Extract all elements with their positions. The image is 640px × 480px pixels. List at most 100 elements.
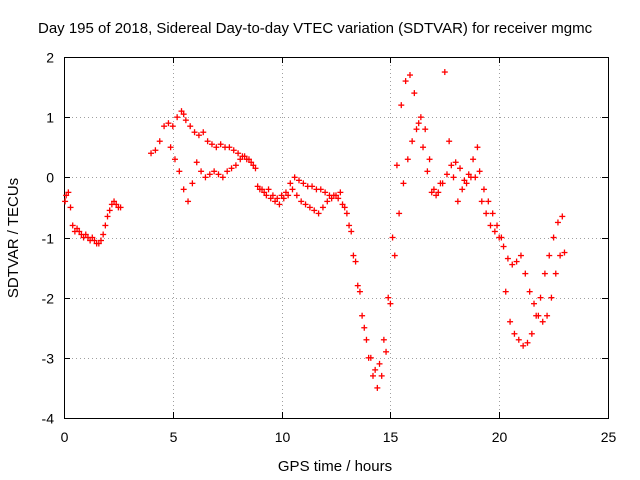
data-point [82, 231, 89, 238]
data-point [169, 123, 176, 130]
data-point [274, 195, 281, 202]
data-point [526, 288, 533, 295]
data-point [341, 204, 348, 211]
data-point [417, 114, 424, 121]
data-point [293, 192, 300, 199]
data-point [422, 126, 429, 133]
x-tick-label: 5 [170, 429, 178, 445]
marks-layer [62, 69, 568, 391]
data-point [472, 174, 479, 181]
data-point [385, 294, 392, 301]
data-point [561, 249, 568, 256]
data-point [463, 180, 470, 187]
data-point [550, 234, 557, 241]
data-point [450, 174, 457, 181]
data-point [302, 201, 309, 208]
data-point [278, 192, 285, 199]
data-point [487, 222, 494, 229]
data-point [215, 171, 222, 178]
data-point [524, 339, 531, 346]
data-point [259, 186, 266, 193]
data-point [378, 372, 385, 379]
data-point [315, 210, 322, 217]
data-point [230, 147, 237, 154]
data-point [167, 144, 174, 151]
data-point [446, 138, 453, 145]
data-point [200, 129, 207, 136]
data-point [452, 159, 459, 166]
data-point [380, 336, 387, 343]
data-point [185, 198, 192, 205]
data-point [111, 198, 118, 205]
data-point [420, 144, 427, 151]
data-point [161, 123, 168, 130]
data-point [430, 186, 437, 193]
data-point [424, 168, 431, 175]
data-point [409, 138, 416, 145]
data-point [348, 228, 355, 235]
data-point [232, 162, 239, 169]
data-point [491, 228, 498, 235]
x-tick-label: 20 [492, 429, 508, 445]
data-point [193, 159, 200, 166]
data-point [265, 186, 272, 193]
data-point [511, 330, 518, 337]
data-point [402, 78, 409, 85]
data-point [369, 372, 376, 379]
data-point [443, 171, 450, 178]
data-point [457, 165, 464, 172]
data-point [522, 270, 529, 277]
data-point [189, 180, 196, 187]
data-point [531, 300, 538, 307]
data-point [554, 219, 561, 226]
data-point [171, 156, 178, 163]
data-point [291, 174, 298, 181]
data-point [404, 156, 411, 163]
data-point [300, 180, 307, 187]
data-point [202, 174, 209, 181]
x-tick-label: 25 [601, 429, 617, 445]
tick-layer: 0 5 10 15 20 25 -4 -3 -2 -1 0 1 2 [42, 50, 617, 446]
data-point [528, 330, 535, 337]
data-point [208, 141, 215, 148]
data-point [180, 186, 187, 193]
data-point [513, 258, 520, 265]
data-point [235, 150, 242, 157]
data-point [413, 126, 420, 133]
data-point [459, 186, 466, 193]
data-point [254, 183, 261, 190]
data-point [280, 195, 287, 202]
y-tick-label: -2 [42, 291, 55, 307]
data-point [426, 156, 433, 163]
series-track-a [62, 189, 124, 247]
data-point [195, 132, 202, 139]
data-point [252, 165, 259, 172]
data-point [537, 294, 544, 301]
data-point [198, 168, 205, 175]
data-point [517, 252, 524, 259]
data-point [113, 201, 120, 208]
data-point [228, 165, 235, 172]
data-point [91, 237, 98, 244]
data-point [217, 141, 224, 148]
data-point [104, 213, 111, 220]
data-point [319, 204, 326, 211]
data-point [178, 108, 185, 115]
x-tick-label: 15 [383, 429, 399, 445]
data-point [374, 384, 381, 391]
y-tick-label: 1 [46, 110, 54, 126]
data-point [176, 168, 183, 175]
data-point [95, 240, 102, 247]
data-point [539, 318, 546, 325]
data-point [546, 252, 553, 259]
x-tick-label: 10 [275, 429, 291, 445]
data-point [97, 237, 104, 244]
data-point [174, 114, 181, 121]
data-point [219, 174, 226, 181]
data-point [415, 120, 422, 127]
data-point [352, 258, 359, 265]
data-point [272, 198, 279, 205]
data-point [206, 171, 213, 178]
data-point [354, 282, 361, 289]
